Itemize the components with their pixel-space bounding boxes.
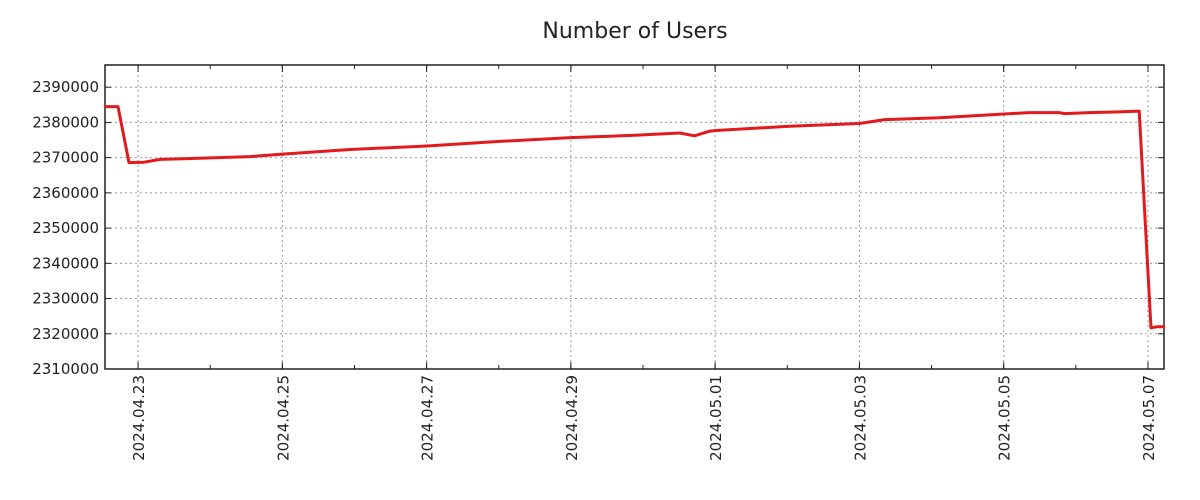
data-point	[883, 118, 886, 121]
y-tick-label: 2330000	[32, 290, 99, 308]
chart-title: Number of Users	[542, 19, 727, 44]
data-point	[348, 148, 352, 151]
data-point	[693, 134, 696, 138]
data-point	[1117, 110, 1121, 114]
grid	[105, 65, 1164, 369]
x-tick-label: 2024.05.03	[851, 375, 869, 461]
data-point	[281, 152, 285, 156]
data-point	[1156, 325, 1159, 328]
x-tick-label: 2024.05.07	[1140, 375, 1158, 461]
y-tick-label: 2350000	[32, 219, 99, 237]
y-tick-label: 2340000	[32, 254, 99, 272]
data-point	[1027, 111, 1031, 114]
data-point	[181, 157, 185, 160]
data-point	[938, 116, 941, 120]
data-point	[1088, 111, 1091, 114]
x-tick-label: 2024.04.25	[274, 375, 292, 461]
data-point	[103, 105, 107, 108]
data-point	[142, 161, 146, 164]
data-point	[1149, 326, 1153, 329]
data-point	[628, 134, 631, 137]
data-point	[127, 161, 131, 164]
data-point	[569, 136, 573, 139]
data-point	[788, 125, 791, 128]
series-layer	[103, 105, 1166, 330]
data-point	[425, 144, 429, 148]
data-point	[1063, 112, 1066, 115]
data-point	[1138, 109, 1141, 113]
data-point	[1002, 112, 1006, 116]
axes: 2310000 2320000 2330000 2340000 2350000 23600…	[32, 64, 1165, 461]
x-tick-label: 2024.05.01	[707, 375, 725, 461]
x-tick-label: 2024.04.29	[563, 375, 581, 461]
plot-frame	[104, 64, 1165, 370]
data-point	[708, 130, 711, 133]
data-point	[714, 129, 717, 132]
data-point	[248, 155, 252, 158]
y-tick-label: 2390000	[32, 78, 99, 96]
x-tick-label: 2024.04.27	[419, 375, 437, 461]
y-tick-label: 2380000	[32, 113, 99, 131]
data-point	[858, 122, 861, 125]
data-point	[678, 131, 681, 135]
y-tick-label: 2310000	[32, 360, 99, 378]
data-point	[158, 158, 162, 161]
data-point	[116, 105, 120, 108]
series-line-users	[105, 105, 1164, 330]
x-tick-label: 2024.05.05	[996, 375, 1014, 461]
y-tick-label: 2370000	[32, 149, 99, 167]
data-point	[1162, 325, 1166, 328]
x-tick-label: 2024.04.23	[130, 375, 148, 461]
data-point	[498, 140, 501, 143]
data-point	[1058, 111, 1061, 114]
y-tick-label: 2360000	[32, 184, 99, 202]
y-tick-label: 2320000	[32, 325, 99, 343]
